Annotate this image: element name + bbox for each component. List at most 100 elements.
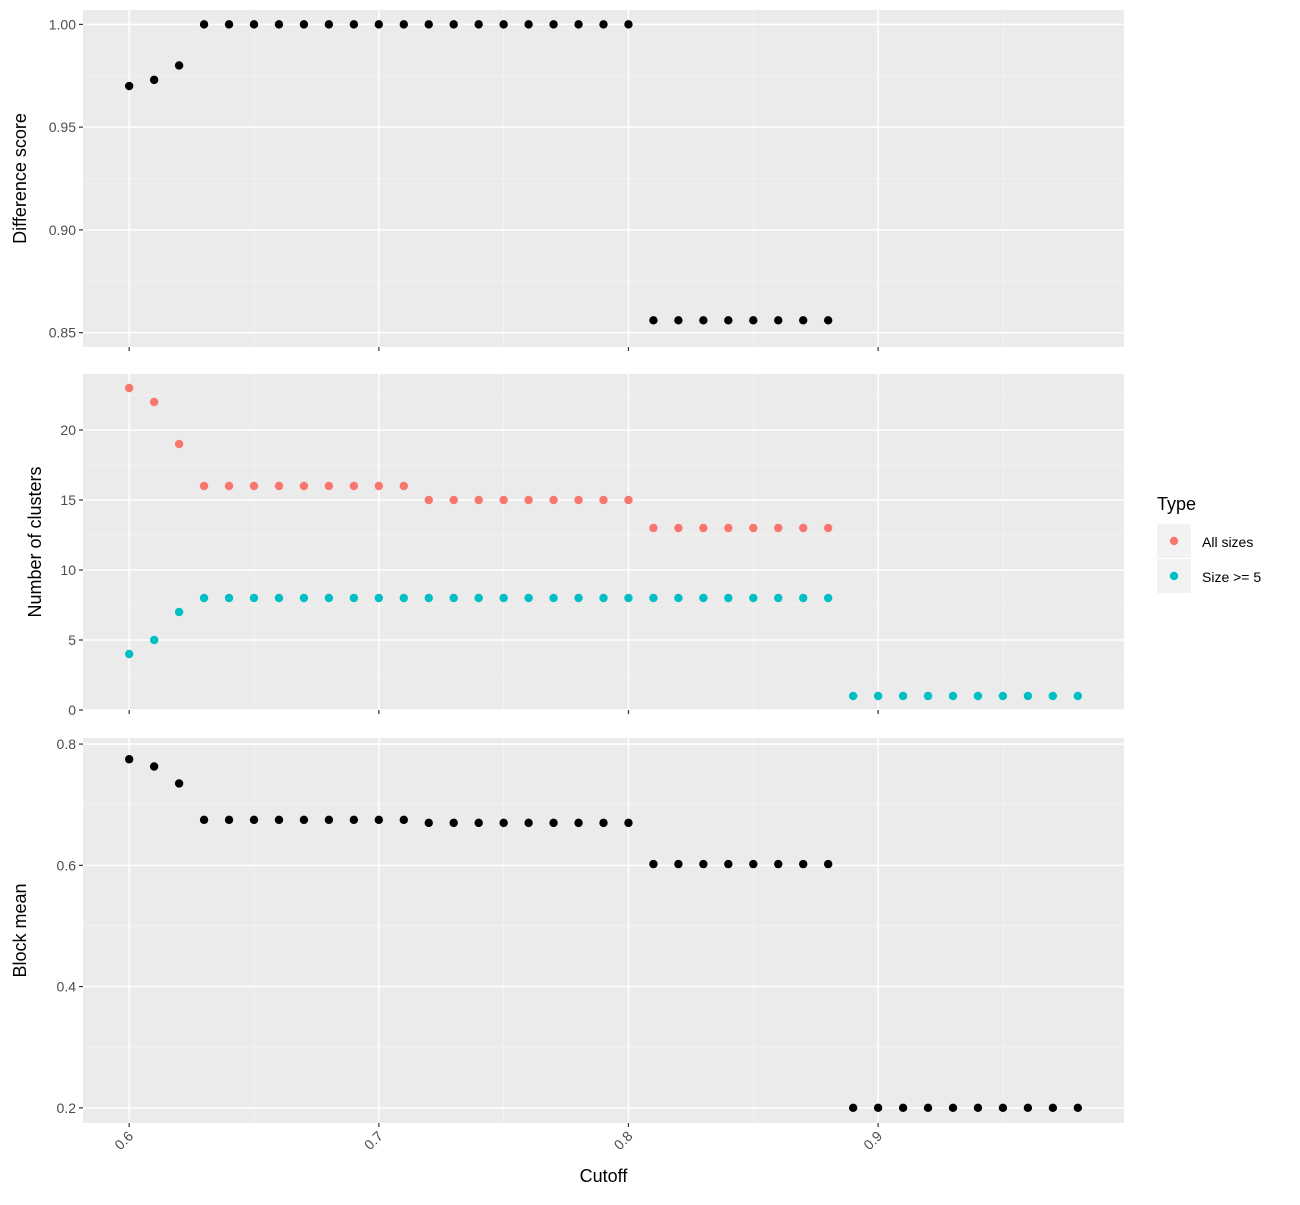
y-tick-label: 15: [60, 492, 76, 508]
data-point: [274, 815, 284, 825]
data-point: [624, 818, 633, 828]
data-point: [349, 20, 359, 29]
data-point: [749, 316, 758, 325]
panel-1: 0.85 0.90 0.95 1.00 Difference score: [10, 10, 1124, 351]
data-point: [424, 20, 433, 29]
data-point: [624, 20, 633, 29]
data-point: [399, 20, 408, 29]
data-point: [549, 818, 558, 828]
data-point: [524, 495, 533, 505]
y-tick-label: 10: [60, 562, 76, 578]
data-point: [799, 316, 808, 325]
data-point: [199, 20, 209, 29]
legend-entry-label: Size >= 5: [1202, 569, 1261, 585]
data-point: [374, 815, 384, 825]
y-tick-label: 20: [60, 422, 76, 438]
data-point: [349, 815, 359, 825]
data-point: [124, 383, 134, 393]
data-point: [174, 607, 184, 617]
data-point: [299, 20, 309, 29]
data-point: [624, 593, 633, 603]
legend-entry-label: All sizes: [1202, 534, 1253, 550]
data-point: [948, 691, 958, 701]
data-point: [249, 815, 259, 825]
data-point: [224, 20, 234, 29]
y-tick-label: 5: [68, 632, 76, 648]
data-point: [574, 20, 583, 29]
data-point: [474, 593, 483, 603]
data-point: [549, 593, 558, 603]
data-point: [174, 61, 184, 70]
x-tick-label: 0.6: [111, 1128, 136, 1153]
data-point: [599, 818, 608, 828]
data-point: [774, 316, 783, 325]
legend-key-point: [1169, 571, 1179, 581]
data-point: [774, 523, 783, 533]
data-point: [224, 481, 234, 491]
data-point: [424, 818, 433, 828]
data-point: [699, 316, 708, 325]
data-point: [324, 20, 334, 29]
data-point: [449, 818, 458, 828]
data-point: [249, 20, 259, 29]
legend-title: Type: [1157, 494, 1196, 514]
data-point: [499, 818, 508, 828]
data-point: [599, 495, 608, 505]
y-tick-label: 0.90: [49, 222, 76, 238]
data-point: [674, 316, 683, 325]
y-axis-title: Block mean: [10, 883, 30, 977]
data-point: [324, 815, 334, 825]
data-point: [1048, 1103, 1058, 1113]
data-point: [549, 495, 558, 505]
y-tick-label: 1.00: [49, 16, 76, 32]
data-point: [524, 593, 533, 603]
data-point: [299, 815, 309, 825]
data-point: [124, 755, 134, 764]
data-point: [998, 1103, 1008, 1113]
data-point: [649, 523, 658, 533]
data-point: [749, 523, 758, 533]
y-tick-label: 0.85: [49, 325, 76, 341]
data-point: [449, 593, 458, 603]
data-point: [973, 1103, 983, 1113]
data-point: [224, 815, 234, 825]
data-point: [823, 859, 833, 869]
data-point: [149, 75, 159, 85]
data-point: [749, 593, 758, 603]
y-tick-label: 0.4: [57, 979, 77, 995]
data-point: [374, 593, 384, 603]
data-point: [274, 593, 284, 603]
data-point: [973, 691, 983, 701]
data-point: [1023, 1103, 1033, 1113]
data-point: [699, 859, 708, 869]
data-point: [823, 593, 833, 603]
data-point: [474, 818, 483, 828]
data-point: [299, 481, 309, 491]
data-point: [1073, 1103, 1083, 1113]
panel-background: [83, 738, 1124, 1123]
data-point: [274, 481, 284, 491]
data-point: [499, 495, 508, 505]
x-axis-title: Cutoff: [580, 1166, 629, 1186]
data-point: [474, 495, 483, 505]
data-point: [624, 495, 633, 505]
y-tick-label: 0: [68, 702, 76, 718]
panel-3: 0.2 0.4 0.6 0.8 Block mean: [10, 736, 1124, 1127]
data-point: [599, 20, 608, 29]
data-point: [848, 1103, 858, 1113]
data-point: [674, 593, 683, 603]
panel-background: [83, 374, 1124, 710]
data-point: [399, 481, 408, 491]
data-point: [199, 481, 209, 491]
data-point: [724, 523, 733, 533]
data-point: [399, 815, 408, 825]
data-point: [574, 593, 583, 603]
data-point: [449, 495, 458, 505]
data-point: [524, 818, 533, 828]
data-point: [124, 649, 134, 659]
data-point: [424, 593, 433, 603]
data-point: [124, 81, 134, 91]
x-tick-label: 0.9: [860, 1128, 885, 1153]
data-point: [149, 635, 159, 645]
